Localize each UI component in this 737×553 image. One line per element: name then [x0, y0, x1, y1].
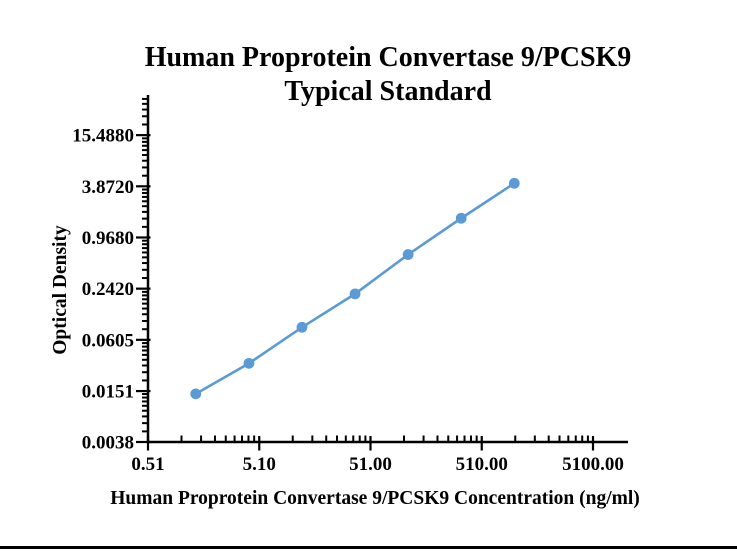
- data-point: [296, 321, 308, 333]
- bottom-rule: [0, 546, 737, 549]
- axes: 0.0038 0.0151 0.0605 0.2420 0.9680 3.8720 15.4…: [72, 95, 628, 475]
- data-point: [402, 249, 414, 260]
- y-tick-label: 0.0151: [82, 382, 134, 403]
- x-tick-label: 0.51: [131, 454, 164, 475]
- y-tick-label: 15.4880: [72, 126, 134, 147]
- data-point: [455, 212, 467, 224]
- x-tick-label: 51.00: [349, 454, 392, 475]
- y-axis-title: Optical Density: [50, 225, 71, 355]
- chart-title-line1: Human Proprotein Convertase 9/PCSK9: [145, 42, 632, 73]
- data-point: [243, 357, 255, 369]
- data-point: [349, 288, 361, 300]
- data-point: [190, 388, 202, 400]
- y-tick-label: 3.8720: [82, 177, 134, 198]
- x-tick-label: 5100.00: [562, 454, 624, 475]
- data-point: [508, 177, 520, 189]
- y-tick-label: 0.0038: [82, 433, 134, 454]
- chart-title-line2: Typical Standard: [284, 76, 492, 107]
- x-tick-label: 510.00: [456, 454, 508, 475]
- y-tick-label: 0.2420: [82, 279, 134, 300]
- x-axis-title: Human Proprotein Convertase 9/PCSK9 Conc…: [110, 488, 640, 509]
- y-tick-label: 0.9680: [82, 228, 134, 249]
- y-tick-label: 0.0605: [82, 330, 134, 351]
- x-tick-label: 5.10: [243, 454, 276, 475]
- data-series: [190, 177, 520, 400]
